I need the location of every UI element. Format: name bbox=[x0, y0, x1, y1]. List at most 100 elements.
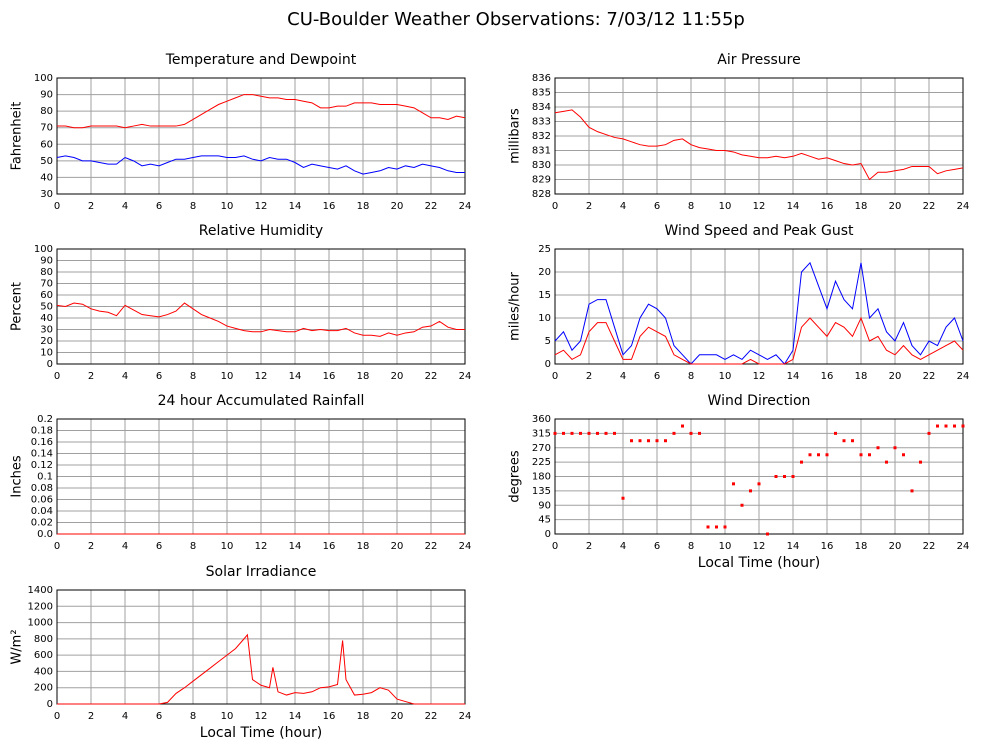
x-tick-label: 20 bbox=[889, 201, 902, 212]
data-point bbox=[672, 431, 676, 435]
data-point bbox=[723, 525, 727, 529]
x-tick-label: 0 bbox=[552, 371, 558, 382]
plot-frame bbox=[56, 589, 466, 705]
y-tick-label: 832 bbox=[532, 131, 551, 142]
chart-title: Air Pressure bbox=[717, 52, 800, 68]
y-tick-label: 180 bbox=[532, 472, 551, 483]
y-tick-label: 90 bbox=[538, 500, 551, 511]
y-tick-label: 45 bbox=[538, 515, 551, 526]
x-tick-label: 22 bbox=[425, 711, 438, 722]
x-tick-label: 4 bbox=[620, 201, 626, 212]
x-tick-label: 6 bbox=[156, 201, 162, 212]
data-point bbox=[791, 475, 795, 478]
data-line bbox=[57, 633, 465, 705]
y-tick-label: 1200 bbox=[28, 601, 53, 612]
y-tick-label: 90 bbox=[40, 90, 53, 101]
x-tick-label: 12 bbox=[255, 711, 268, 722]
x-tick-label: 0 bbox=[54, 371, 60, 382]
x-tick-label: 16 bbox=[323, 711, 336, 722]
data-point bbox=[630, 439, 633, 443]
x-tick-label: 12 bbox=[753, 201, 766, 212]
x-tick-label: 6 bbox=[156, 371, 162, 382]
x-tick-label: 2 bbox=[88, 711, 94, 722]
y-tick-label: 836 bbox=[532, 73, 551, 84]
x-tick-label: 14 bbox=[289, 371, 302, 382]
x-tick-label: 6 bbox=[156, 711, 162, 722]
data-point bbox=[613, 431, 616, 435]
data-point bbox=[579, 431, 582, 435]
data-point bbox=[953, 424, 956, 428]
x-tick-label: 18 bbox=[855, 201, 868, 212]
y-tick-label: 830 bbox=[532, 160, 551, 171]
data-point bbox=[927, 431, 931, 435]
data-point bbox=[587, 431, 591, 435]
plot-frame bbox=[554, 418, 964, 535]
x-tick-label: 0 bbox=[54, 541, 60, 552]
y-tick-label: 135 bbox=[532, 486, 551, 497]
x-tick-label: 20 bbox=[391, 541, 404, 552]
x-tick-label: 22 bbox=[923, 541, 936, 552]
x-tick-label: 14 bbox=[289, 711, 302, 722]
x-tick-label: 14 bbox=[787, 201, 800, 212]
y-tick-label: 829 bbox=[532, 175, 551, 186]
data-point bbox=[562, 431, 565, 435]
data-point bbox=[961, 424, 965, 428]
x-tick-label: 12 bbox=[753, 371, 766, 382]
x-tick-label: 0 bbox=[54, 711, 60, 722]
x-tick-label: 24 bbox=[459, 711, 472, 722]
x-tick-label: 18 bbox=[855, 541, 868, 552]
x-tick-label: 22 bbox=[425, 541, 438, 552]
y-tick-label: 0.1 bbox=[37, 472, 53, 483]
y-tick-label: 0.14 bbox=[31, 449, 53, 460]
y-tick-label: 831 bbox=[532, 146, 551, 157]
x-tick-label: 24 bbox=[957, 541, 970, 552]
data-point bbox=[715, 525, 718, 529]
y-tick-label: 30 bbox=[40, 325, 53, 336]
data-point bbox=[647, 439, 650, 443]
data-point bbox=[944, 424, 948, 428]
plot-frame bbox=[56, 248, 466, 365]
y-axis-label: Fahrenheit bbox=[10, 102, 25, 171]
x-tick-label: 12 bbox=[255, 541, 268, 552]
x-tick-label: 10 bbox=[719, 371, 732, 382]
x-tick-label: 22 bbox=[425, 201, 438, 212]
y-tick-label: 90 bbox=[40, 256, 53, 267]
y-tick-label: 20 bbox=[40, 336, 53, 347]
x-tick-label: 6 bbox=[654, 541, 660, 552]
y-tick-label: 0.12 bbox=[31, 460, 53, 471]
y-tick-label: 0 bbox=[47, 699, 53, 710]
data-point bbox=[868, 453, 871, 457]
y-tick-label: 40 bbox=[40, 172, 53, 183]
data-point bbox=[808, 453, 812, 457]
y-tick-label: 10 bbox=[538, 313, 551, 324]
y-axis-label: W/m² bbox=[10, 629, 25, 664]
y-tick-label: 10 bbox=[40, 348, 53, 359]
x-tick-label: 4 bbox=[122, 371, 128, 382]
plot-frame bbox=[56, 77, 466, 195]
x-tick-label: 20 bbox=[391, 711, 404, 722]
plot-frame bbox=[554, 77, 964, 195]
x-tick-label: 12 bbox=[255, 371, 268, 382]
x-tick-label: 2 bbox=[586, 201, 592, 212]
x-tick-label: 8 bbox=[190, 541, 196, 552]
y-tick-label: 80 bbox=[40, 106, 53, 117]
y-axis-label: miles/hour bbox=[508, 271, 523, 340]
x-tick-label: 2 bbox=[586, 541, 592, 552]
y-tick-label: 828 bbox=[532, 189, 551, 200]
data-point bbox=[689, 431, 693, 435]
x-tick-label: 20 bbox=[391, 371, 404, 382]
x-tick-label: 20 bbox=[889, 541, 902, 552]
x-tick-label: 2 bbox=[88, 201, 94, 212]
data-point bbox=[910, 489, 914, 493]
x-tick-label: 6 bbox=[654, 371, 660, 382]
data-point bbox=[621, 496, 625, 500]
y-tick-label: 315 bbox=[532, 428, 551, 439]
x-tick-label: 10 bbox=[719, 201, 732, 212]
data-point bbox=[732, 482, 735, 486]
y-axis-label: millibars bbox=[508, 108, 523, 164]
y-axis-label: degrees bbox=[508, 450, 523, 503]
y-tick-label: 0 bbox=[545, 529, 551, 540]
y-tick-label: 40 bbox=[40, 313, 53, 324]
x-tick-label: 16 bbox=[323, 541, 336, 552]
